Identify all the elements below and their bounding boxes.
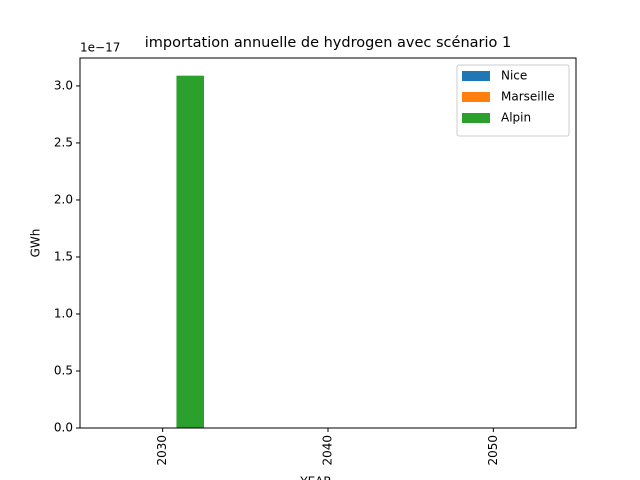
legend-label: Alpin (501, 111, 531, 125)
legend-label: Nice (501, 69, 527, 83)
legend-swatch (462, 113, 490, 123)
legend-swatch (462, 92, 490, 102)
x-tick-label: 2040 (321, 435, 335, 466)
chart-title: importation annuelle de hydrogen avec sc… (145, 35, 511, 51)
legend-label: Marseille (501, 90, 555, 104)
y-axis-label: GWh (29, 229, 43, 258)
x-tick-label: 2030 (155, 435, 169, 466)
y-tick-label: 2.0 (54, 192, 73, 206)
x-tick-label: 2050 (486, 435, 500, 466)
y-tick-label: 0.0 (54, 421, 73, 435)
y-tick-label: 1.5 (54, 249, 73, 263)
bar (176, 75, 204, 428)
x-axis-label: YEAR (299, 475, 331, 480)
legend-swatch (462, 71, 490, 81)
y-tick-label: 0.5 (54, 363, 73, 377)
offset-text: 1e−17 (80, 41, 120, 55)
y-tick-label: 2.5 (54, 135, 73, 149)
axes-frame (79, 57, 577, 429)
y-tick-label: 1.0 (54, 306, 73, 320)
y-tick-label: 3.0 (54, 78, 73, 92)
